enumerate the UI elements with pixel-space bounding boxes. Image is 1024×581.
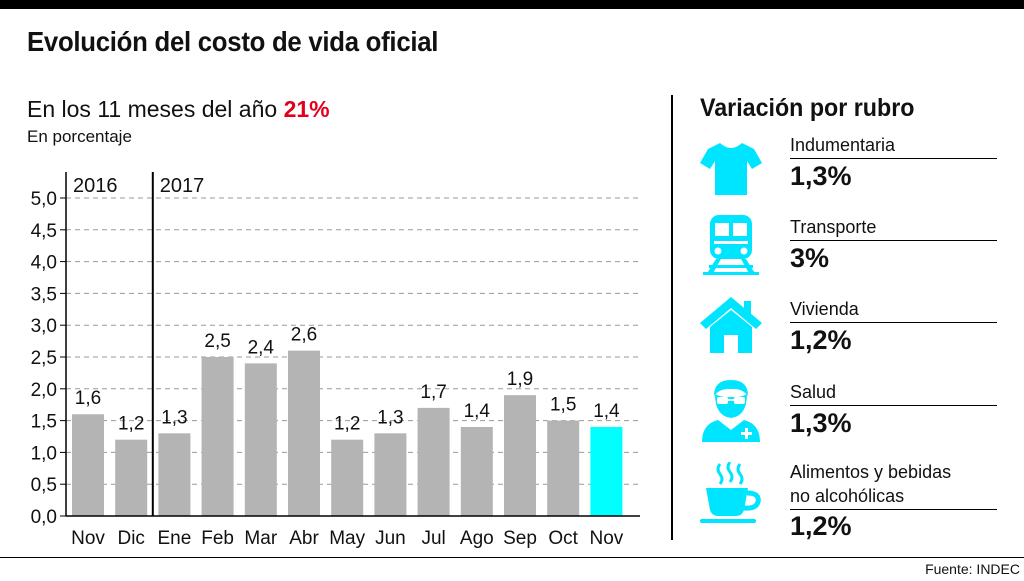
- bar: [547, 420, 580, 516]
- category-rule: [790, 509, 997, 510]
- category-label: Salud: [790, 382, 837, 402]
- category-value: 1,3%: [790, 161, 852, 191]
- y-tick-label: 2,5: [31, 348, 57, 369]
- category-rule: [790, 158, 997, 159]
- sidebar-title: Variación por rubro: [700, 94, 915, 122]
- bar: [115, 439, 148, 516]
- bar: [590, 426, 623, 516]
- bar-value-label: 1,2: [334, 414, 360, 435]
- x-tick-label: Ene: [157, 528, 191, 549]
- bar: [158, 433, 191, 516]
- category-value: 3%: [790, 243, 830, 273]
- subtitle-highlight: 21%: [283, 96, 330, 122]
- bar-value-label: 1,4: [593, 401, 620, 422]
- x-tick-label: Feb: [201, 528, 234, 549]
- y-tick-label: 1,5: [31, 412, 57, 433]
- bar: [288, 350, 320, 516]
- category-label: Indumentaria: [790, 135, 896, 155]
- bar-value-label: 1,3: [161, 407, 187, 428]
- y-tick-label: 1,0: [31, 443, 57, 464]
- x-tick-label: Jun: [375, 528, 406, 549]
- y-tick-label: 4,0: [31, 253, 57, 274]
- bar-value-label: 1,6: [75, 388, 101, 409]
- source-note: Fuente: INDEC: [925, 561, 1020, 577]
- top-rule: [0, 0, 1024, 9]
- year-label: 2017: [160, 175, 205, 197]
- bar-value-label: 1,4: [464, 401, 491, 422]
- bar: [374, 433, 407, 516]
- category-rule: [790, 405, 997, 406]
- category-value: 1,2%: [790, 511, 852, 541]
- x-tick-label: Abr: [289, 528, 319, 549]
- y-tick-label: 3,0: [31, 316, 57, 337]
- house-icon: [700, 297, 762, 353]
- category-rule: [790, 240, 997, 241]
- category-alimentos: Alimentos y bebidas no alcohólicas 1,2%: [700, 460, 1000, 550]
- category-value: 1,3%: [790, 408, 852, 438]
- category-label: Alimentos y bebidas: [790, 462, 952, 482]
- bar-value-label: 1,2: [118, 414, 144, 435]
- x-tick-label: Mar: [244, 528, 277, 549]
- x-tick-label: Ago: [460, 528, 494, 549]
- x-tick-label: Oct: [548, 528, 578, 549]
- chart-subtitle: En los 11 meses del año 21%: [27, 96, 330, 123]
- tshirt-icon: [700, 143, 762, 195]
- bar: [460, 426, 493, 516]
- doctor-icon: [702, 380, 760, 442]
- category-rule: [790, 322, 997, 323]
- bar-value-label: 1,3: [377, 407, 403, 428]
- bar: [331, 439, 364, 516]
- bar-value-label: 2,6: [291, 325, 317, 346]
- category-vivienda: Vivienda 1,2%: [700, 297, 1000, 377]
- x-tick-label: Jul: [421, 528, 445, 549]
- x-tick-label: Sep: [503, 528, 537, 549]
- bar-value-label: 2,4: [248, 337, 275, 358]
- bar: [201, 357, 234, 516]
- y-tick-label: 2,0: [31, 380, 57, 401]
- bar: [504, 395, 536, 516]
- x-tick-label: May: [329, 528, 365, 549]
- x-tick-label: Dic: [117, 528, 144, 549]
- category-value: 1,2%: [790, 325, 852, 355]
- y-tick-label: 0,5: [31, 475, 57, 496]
- bar-value-label: 1,5: [550, 395, 576, 416]
- footer-rule: [0, 557, 1024, 558]
- section-divider: [671, 95, 673, 540]
- bar-value-label: 1,9: [507, 369, 533, 390]
- category-label: Vivienda: [790, 299, 859, 319]
- y-tick-label: 4,5: [31, 221, 57, 242]
- bar-value-label: 2,5: [204, 331, 230, 352]
- year-label: 2016: [73, 175, 118, 197]
- category-transporte: Transporte 3%: [700, 215, 1000, 295]
- bar: [417, 407, 450, 516]
- y-tick-label: 3,5: [31, 284, 57, 305]
- category-indumentaria: Indumentaria 1,3%: [700, 133, 1000, 213]
- bar-value-label: 1,7: [420, 382, 446, 403]
- train-icon: [703, 215, 759, 275]
- bar: [72, 414, 104, 516]
- x-tick-label: Nov: [590, 528, 624, 549]
- coffee-cup-icon: [700, 462, 761, 523]
- y-tick-label: 0,0: [31, 507, 57, 528]
- category-label-line2: no alcohólicas: [790, 486, 905, 506]
- category-salud: Salud 1,3%: [700, 380, 1000, 460]
- bar: [244, 363, 277, 516]
- category-label: Transporte: [790, 217, 877, 237]
- subtitle-text: En los 11 meses del año: [27, 96, 284, 122]
- unit-note: En porcentaje: [27, 127, 132, 146]
- y-tick-label: 5,0: [31, 189, 57, 210]
- bar-chart: 0,0 0,5 1,0 1,5 2,0 2,5 3,0 3,5 4,0 4,5 5,0 1,6 1,2 1…: [31, 172, 640, 549]
- x-tick-label: Nov: [71, 528, 105, 549]
- page-title: Evolución del costo de vida oficial: [27, 26, 439, 57]
